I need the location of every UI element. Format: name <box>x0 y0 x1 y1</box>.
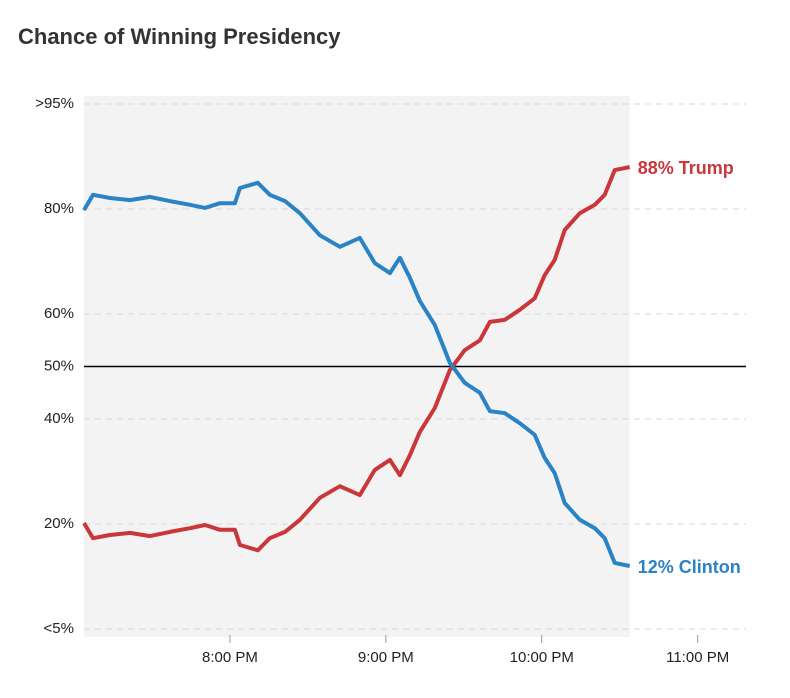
y-tick-label: 50% <box>44 357 74 374</box>
chart-title: Chance of Winning Presidency <box>18 24 341 49</box>
y-tick-label: >95% <box>35 95 74 112</box>
x-tick-label: 8:00 PM <box>202 649 258 666</box>
y-tick-label: 80% <box>44 200 74 217</box>
line-series <box>82 180 631 568</box>
x-tick-label: 9:00 PM <box>358 649 414 666</box>
series-end-label: 12% Clinton <box>638 557 741 577</box>
y-tick-label: 20% <box>44 515 74 532</box>
x-tick-label: 11:00 PM <box>666 649 729 666</box>
line-series <box>82 165 631 553</box>
series-end-label: 88% Trump <box>638 158 734 178</box>
y-tick-label: 60% <box>44 305 74 322</box>
x-tick-label: 10:00 PM <box>510 649 574 666</box>
y-tick-label: <5% <box>44 620 74 637</box>
y-tick-label: 40% <box>44 410 74 427</box>
